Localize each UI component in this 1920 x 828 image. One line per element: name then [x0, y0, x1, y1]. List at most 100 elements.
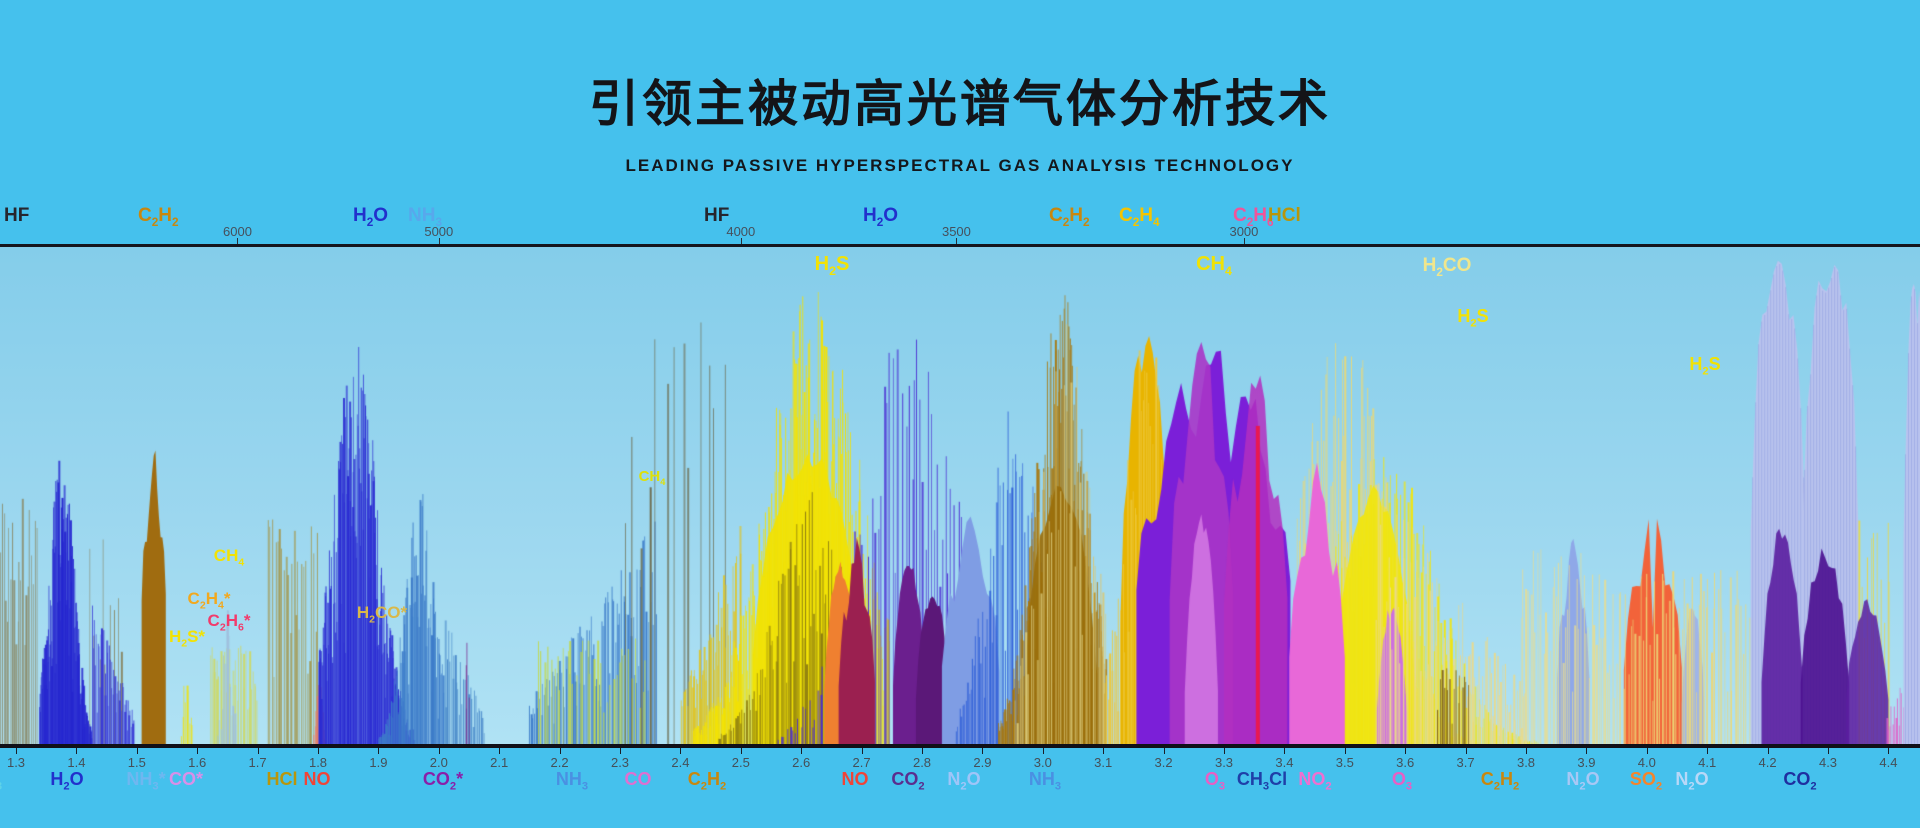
tick-label: 2.2	[550, 755, 569, 770]
wavenumber-tick	[1243, 238, 1245, 244]
tick-mark	[1646, 748, 1648, 754]
tick-mark	[1103, 748, 1105, 754]
bottom-gas-label: CO	[624, 769, 652, 789]
chart-annotation: H2S	[1689, 354, 1721, 378]
tick-mark	[922, 748, 923, 754]
tick-label: 2.6	[792, 755, 811, 770]
tick-mark	[620, 748, 621, 754]
tick-label: 2.1	[490, 755, 509, 770]
tick-label: 3.3	[1214, 755, 1234, 770]
tick-label: 4.2	[1758, 755, 1777, 770]
tick-label: 2.7	[852, 755, 871, 770]
tick-mark	[1767, 748, 1769, 754]
tick-mark	[680, 748, 682, 754]
tick-mark	[740, 748, 742, 754]
tick-label: 2.9	[973, 755, 992, 770]
bottom-gas-label: O3	[1391, 769, 1413, 793]
chart-annotation: CH4	[638, 468, 666, 487]
top-gas-label: HCl	[1268, 205, 1301, 226]
tick-label: 2.3	[610, 755, 630, 770]
tick-mark	[982, 748, 984, 754]
tick-label: 1.4	[67, 755, 86, 770]
spectra-canvas	[0, 247, 1920, 744]
chart-annotation: H2S	[1457, 306, 1489, 330]
tick-mark	[1405, 748, 1407, 754]
chart-annotation: H2CO	[1422, 255, 1472, 279]
chart-annotation: H2S	[814, 253, 850, 278]
top-axis-line	[0, 244, 1920, 247]
tick-mark	[1284, 748, 1286, 754]
tick-label: 3.7	[1456, 755, 1475, 770]
tick-mark	[1888, 748, 1890, 754]
tick-label: 1.5	[127, 755, 146, 770]
tick-label: 2.5	[731, 755, 750, 770]
bottom-gas-label: CO2*	[422, 769, 464, 793]
tick-label: 2.4	[671, 755, 690, 770]
bottom-gas-label: C2H2	[687, 769, 727, 793]
bottom-gas-label: N2O	[947, 769, 981, 793]
top-gas-label: C2H2	[1049, 205, 1090, 229]
tick-mark	[1163, 748, 1165, 754]
bottom-gas-label: NH3*	[126, 769, 166, 793]
wavenumber-tick	[438, 238, 440, 244]
wavenumber-tick	[237, 238, 239, 244]
top-gas-label: C2H6	[1233, 205, 1274, 229]
bottom-gas-label: CH3Cl	[1236, 769, 1288, 793]
bottom-gas-label: HCl	[266, 769, 298, 789]
tick-mark	[559, 748, 561, 754]
tick-mark	[257, 748, 259, 754]
page-subtitle: LEADING PASSIVE HYPERSPECTRAL GAS ANALYS…	[625, 156, 1295, 175]
tick-label: 3.0	[1033, 755, 1052, 770]
tick-mark	[16, 748, 17, 754]
page-title: 引领主被动高光谱气体分析技术	[589, 76, 1331, 132]
tick-label: 3.5	[1335, 755, 1354, 770]
top-gas-label: C2H4	[1119, 205, 1160, 229]
tick-mark	[1828, 748, 1829, 754]
tick-label: 3.9	[1577, 755, 1596, 770]
tick-mark	[1586, 748, 1588, 754]
tick-mark	[1465, 748, 1467, 754]
tick-label: 4.3	[1818, 755, 1838, 770]
bottom-gas-label: CO2	[891, 769, 925, 793]
tick-mark	[318, 748, 319, 754]
bottom-gas-label: O3	[1204, 769, 1226, 793]
tick-label: 4.0	[1637, 755, 1656, 770]
tick-mark	[438, 748, 440, 754]
bottom-gas-label: NH3	[1028, 769, 1062, 793]
tick-label: 3.6	[1396, 755, 1415, 770]
tick-label: 1.9	[369, 755, 388, 770]
tick-label: 3.2	[1154, 755, 1173, 770]
tick-mark	[499, 748, 501, 754]
tick-label: 2.0	[429, 755, 448, 770]
tick-label: 4.1	[1698, 755, 1717, 770]
wavenumber-tick	[956, 238, 958, 244]
bottom-gas-label: NO2	[1298, 769, 1332, 793]
tick-label: 2.8	[912, 755, 932, 770]
tick-label: 3.4	[1275, 755, 1294, 770]
top-gas-label: HF	[704, 205, 730, 226]
bottom-gas-label: O3	[0, 769, 2, 793]
tick-mark	[801, 748, 803, 754]
top-gas-label: NH3	[408, 205, 442, 229]
wavenumber-tick	[740, 238, 742, 244]
tick-mark	[1526, 748, 1527, 754]
wavenumber-label: 5000	[424, 224, 454, 239]
bottom-gas-label: SO2	[1629, 769, 1663, 793]
wavenumber-label: 6000	[223, 224, 252, 239]
tick-label: 1.3	[6, 755, 26, 770]
top-gas-label: H2O	[863, 205, 899, 229]
tick-mark	[1042, 748, 1044, 754]
tick-label: 1.7	[248, 755, 267, 770]
tick-mark	[76, 748, 78, 754]
tick-mark	[197, 748, 199, 754]
top-gas-label: HF	[4, 205, 30, 226]
tick-mark	[1707, 748, 1709, 754]
chart-annotation: CH4	[213, 546, 245, 569]
bottom-gas-label: H2O	[50, 769, 84, 793]
bottom-gas-label: N2O	[1566, 769, 1600, 793]
tick-label: 1.6	[188, 755, 207, 770]
tick-label: 3.8	[1516, 755, 1536, 770]
top-gas-label: C2H2	[138, 205, 179, 229]
tick-label: 1.8	[308, 755, 328, 770]
